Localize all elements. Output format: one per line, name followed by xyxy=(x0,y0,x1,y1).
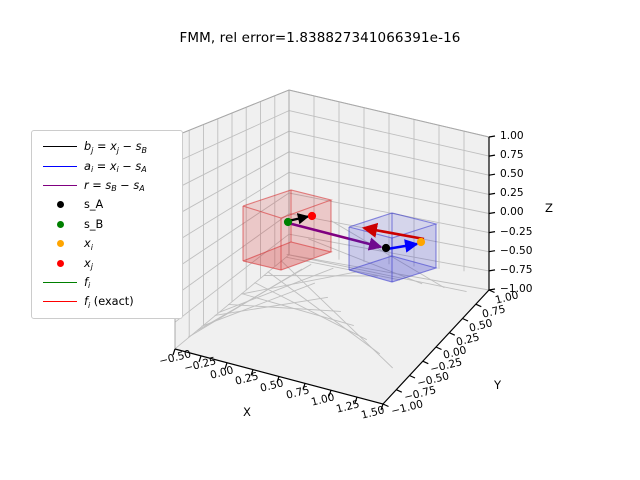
legend-line-swatch xyxy=(43,281,77,283)
x-axis-spine xyxy=(172,348,384,411)
x-axis-label: X xyxy=(243,405,251,419)
legend-marker-swatch xyxy=(56,201,64,209)
legend-label: s_A xyxy=(84,198,104,212)
z-tick: −0.25 xyxy=(500,225,533,238)
legend-key-line xyxy=(39,281,81,283)
legend-key-line xyxy=(39,301,81,303)
legend-entry-source-a-point: s_A xyxy=(39,195,175,214)
legend-marker-swatch xyxy=(56,259,64,267)
point-s-a xyxy=(381,243,391,253)
legend-label: ai = xi − sA xyxy=(84,159,147,175)
legend-line-swatch xyxy=(43,165,77,167)
arrow-r xyxy=(287,221,383,251)
legend-key-line xyxy=(39,146,81,148)
legend-marker-swatch xyxy=(56,240,64,248)
z-tick: 0.25 xyxy=(500,187,524,200)
point-x-j xyxy=(307,211,317,221)
z-axis-spine xyxy=(488,135,496,291)
legend-key-line xyxy=(39,184,81,186)
legend-marker-swatch xyxy=(56,220,64,228)
z-tick: 0.75 xyxy=(500,149,524,162)
legend-line-swatch xyxy=(43,301,77,303)
legend-entry-fi-force: fi xyxy=(39,273,175,292)
legend-label: xj xyxy=(84,256,93,272)
legend-key-marker xyxy=(39,240,81,248)
legend-label: s_B xyxy=(84,217,104,231)
legend-label: fi (exact) xyxy=(84,295,134,310)
arrow-ai xyxy=(386,239,419,253)
legend-label: bj = xj − sB xyxy=(84,140,148,155)
legend-label: xi xyxy=(84,237,93,252)
z-tick: −0.50 xyxy=(500,244,533,257)
legend-entry-xi-point: xi xyxy=(39,234,175,253)
legend-entry-a-vector: ai = xi − sA xyxy=(39,156,175,175)
z-axis-label: Z xyxy=(545,201,553,215)
z-tick: 0.50 xyxy=(500,168,524,181)
legend-entry-fi-exact-force: fi (exact) xyxy=(39,292,175,311)
legend-label: fi xyxy=(84,275,91,291)
legend-key-marker xyxy=(39,220,81,228)
z-tick: 1.00 xyxy=(500,130,524,142)
legend-key-marker xyxy=(39,201,81,209)
box-B xyxy=(242,189,333,271)
y-axis-label: Y xyxy=(494,378,502,392)
z-tick: −1.00 xyxy=(500,282,533,295)
legend-line-swatch xyxy=(43,146,77,148)
legend-entry-source-b-point: s_B xyxy=(39,215,175,234)
arrow-fi-exact xyxy=(361,222,425,241)
legend-line-swatch xyxy=(43,184,77,186)
legend-key-line xyxy=(39,165,81,167)
point-x-i xyxy=(416,237,426,247)
legend-label: r = sB − sA xyxy=(84,178,145,194)
z-tick: 0.00 xyxy=(500,206,524,219)
y-axis-spine xyxy=(382,289,495,408)
plot-legend[interactable]: bj = xj − sB ai = xi − sA r = sB − sA s_A s_… xyxy=(31,130,183,319)
legend-entry-b-vector: bj = xj − sB xyxy=(39,137,175,156)
legend-entry-r-vector: r = sB − sA xyxy=(39,176,175,195)
legend-entry-xj-point: xj xyxy=(39,253,175,272)
plot-title: FMM, rel error=1.838827341066391e-16 xyxy=(179,30,461,46)
z-tick: −0.75 xyxy=(500,263,533,276)
point-s-b xyxy=(283,217,293,227)
legend-key-marker xyxy=(39,259,81,267)
